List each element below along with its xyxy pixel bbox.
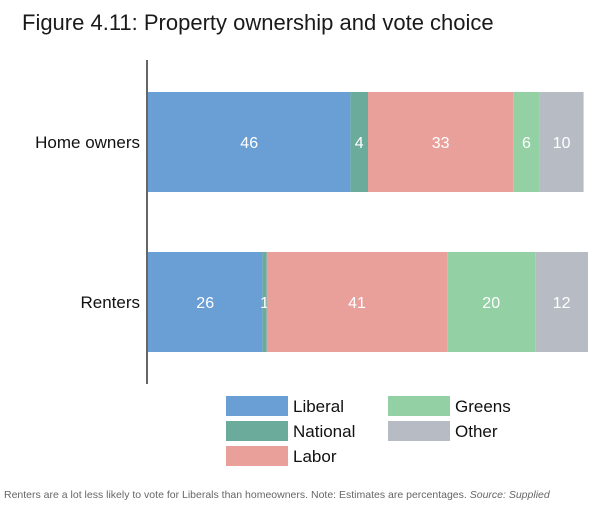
legend-label-other: Other: [455, 422, 498, 441]
bar-home-owners-other: [539, 92, 584, 192]
legend-swatch-labor: [226, 446, 288, 466]
caption-source: Source: Supplied: [469, 489, 550, 501]
bar-home-owners-labor: [368, 92, 514, 192]
figure-caption: Renters are a lot less likely to vote fo…: [4, 489, 550, 501]
data-label-renters-liberal: 26: [196, 295, 214, 312]
category-label-home-owners: Home owners: [35, 133, 140, 152]
data-label-renters-greens: 20: [482, 295, 500, 312]
bar-renters-national: [262, 252, 267, 352]
legend-label-greens: Greens: [455, 397, 511, 416]
chart-title: Figure 4.11: Property ownership and vote…: [22, 10, 494, 35]
bar-home-owners-liberal: [148, 92, 351, 192]
legend-swatch-liberal: [226, 396, 288, 416]
legend-label-labor: Labor: [293, 447, 337, 466]
bar-renters-greens: [447, 252, 536, 352]
bar-renters-labor: [266, 252, 448, 352]
caption-text: Renters are a lot less likely to vote fo…: [4, 489, 467, 501]
legend-swatch-national: [226, 421, 288, 441]
bar-home-owners-national: [350, 92, 368, 192]
data-label-renters-national: 1: [260, 295, 269, 312]
data-label-renters-other: 12: [553, 295, 571, 312]
legend-swatch-greens: [388, 396, 450, 416]
data-label-renters-labor: 41: [348, 295, 366, 312]
legend-swatch-other: [388, 421, 450, 441]
data-label-home-owners-national: 4: [355, 135, 364, 152]
bar-renters-liberal: [148, 252, 263, 352]
legend-label-national: National: [293, 422, 355, 441]
bar-home-owners-greens: [513, 92, 540, 192]
data-label-home-owners-labor: 33: [432, 135, 450, 152]
legend-label-liberal: Liberal: [293, 397, 344, 416]
data-label-home-owners-greens: 6: [522, 135, 531, 152]
data-label-home-owners-other: 10: [553, 135, 571, 152]
stacked-bar-chart: 46 4 33 6 10 Home owners 26 1 41 20 12 Renters Liber…: [35, 60, 588, 466]
bar-renters-other: [535, 252, 588, 352]
data-label-home-owners-liberal: 46: [240, 135, 258, 152]
category-label-renters: Renters: [80, 293, 140, 312]
